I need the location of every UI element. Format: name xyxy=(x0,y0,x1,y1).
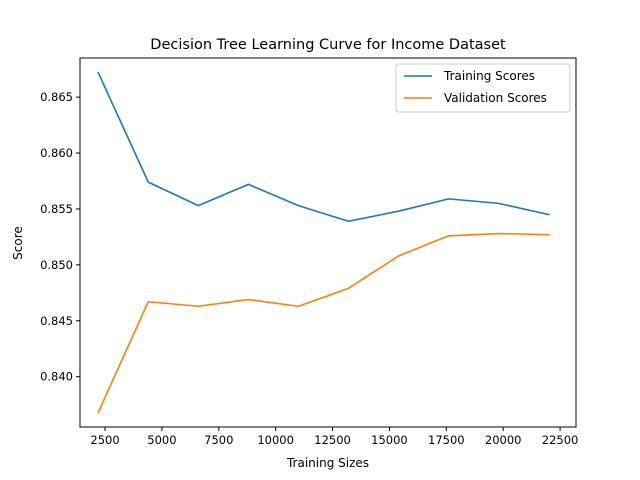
x-axis-ticks: 2500 5000 7500 10000 12500 15000 17500 20000 225… xyxy=(90,427,578,447)
x-tick-label: 15000 xyxy=(371,433,408,447)
legend-box xyxy=(395,63,571,113)
y-tick-label: 0.865 xyxy=(40,90,73,104)
legend-entry-label: Training Scores xyxy=(443,69,535,83)
x-tick-label: 7500 xyxy=(204,433,233,447)
x-tick-label: 2500 xyxy=(90,433,119,447)
series-line-training xyxy=(97,71,550,223)
y-tick-label: 0.845 xyxy=(40,314,73,328)
x-tick-label: 10000 xyxy=(257,433,294,447)
x-tick-label: 17500 xyxy=(428,433,465,447)
x-tick-label: 12500 xyxy=(314,433,351,447)
legend: Training Scores Validation Scores xyxy=(395,63,571,113)
y-tick-label: 0.850 xyxy=(40,258,73,272)
x-axis-label: Training Sizes xyxy=(286,456,369,470)
y-tick-label: 0.840 xyxy=(40,370,73,384)
x-tick-label: 5000 xyxy=(147,433,176,447)
plot-area xyxy=(79,57,577,428)
axes-frame xyxy=(79,57,577,428)
y-axis-ticks: 0.840 0.845 0.850 0.855 0.860 0.865 xyxy=(40,90,80,384)
x-tick-label: 20000 xyxy=(485,433,522,447)
y-axis-label: Score xyxy=(11,226,25,260)
y-tick-label: 0.860 xyxy=(40,146,73,160)
series-layer xyxy=(97,71,550,414)
chart-title: Decision Tree Learning Curve for Income … xyxy=(150,37,506,53)
series-line-validation xyxy=(97,232,550,414)
legend-entry-label: Validation Scores xyxy=(444,91,547,105)
y-tick-label: 0.855 xyxy=(40,202,73,216)
x-tick-label: 22500 xyxy=(542,433,579,447)
